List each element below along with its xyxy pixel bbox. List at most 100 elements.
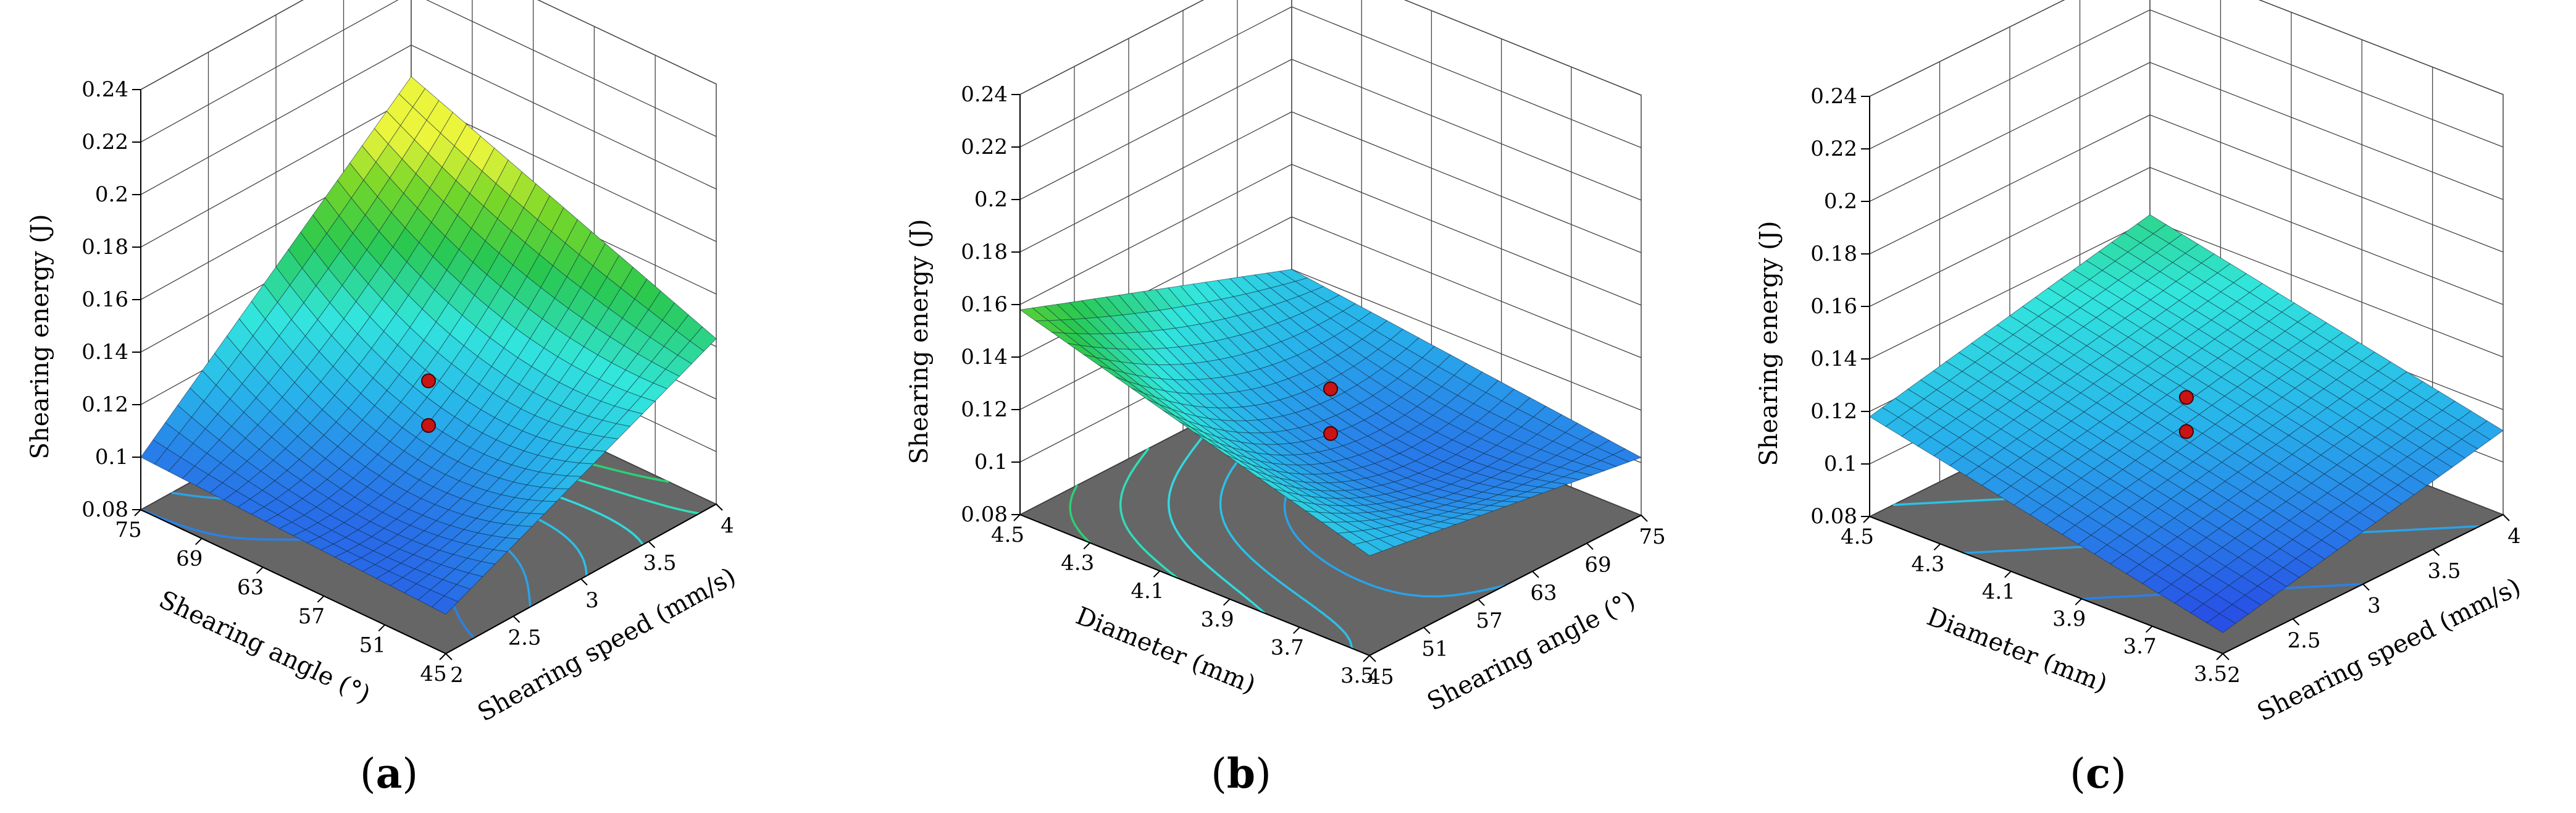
design-point: [1323, 426, 1338, 441]
x-tick: [580, 578, 588, 586]
design-point: [421, 373, 436, 389]
y-axis-line: [1869, 516, 2223, 654]
x-tick: [2362, 583, 2370, 591]
z-axis-label: Shearing energy (J): [1755, 221, 1783, 466]
wall-grid-line: [2149, 114, 2504, 253]
x-tick-label: 75: [1639, 524, 1665, 549]
wall-grid-line: [1019, 111, 1292, 253]
y-tick: [2216, 653, 2223, 660]
surface-cell: [2206, 613, 2236, 633]
z-tick-label: 0.08: [1810, 504, 1857, 529]
x-tick-label: 57: [1476, 609, 1502, 633]
wall-grid-line: [411, 44, 717, 190]
y-axis-line: [140, 509, 446, 654]
z-tick-label: 0.2: [1824, 189, 1857, 214]
y-tick-label: 69: [176, 547, 203, 571]
z-tick-label: 0.08: [82, 497, 128, 522]
x-tick: [2503, 514, 2510, 521]
y-tick-label: 4.3: [1061, 551, 1094, 576]
y-tick: [1083, 542, 1090, 550]
y-tick: [1293, 626, 1300, 634]
x-tick: [2222, 653, 2230, 660]
x-tick: [1641, 515, 1648, 522]
wall-grid-line: [1291, 6, 1642, 148]
y-tick: [1153, 570, 1161, 578]
x-tick-label: 2: [2227, 663, 2241, 688]
design-points: [2179, 390, 2194, 439]
z-tick-label: 0.1: [1824, 452, 1857, 476]
surface-cell: [1353, 541, 1383, 557]
z-tick-label: 0.2: [974, 187, 1008, 212]
x-tick-label: 3: [2367, 594, 2381, 618]
y-tick-label: 51: [359, 633, 386, 657]
y-tick-label: 3.9: [1201, 607, 1234, 632]
surface-cell: [431, 596, 459, 615]
wall-grid-line: [1019, 164, 1292, 305]
wall-grid-line: [1019, 0, 1204, 95]
z-tick-label: 0.16: [82, 287, 128, 312]
z-tick-label: 0.24: [1810, 84, 1857, 109]
wall-grid-line: [140, 0, 304, 90]
z-tick-label: 0.18: [961, 240, 1008, 264]
y-tick-label: 4.3: [1911, 552, 1944, 576]
wall-grid-line: [2149, 167, 2504, 305]
y-tick-label: 57: [298, 604, 325, 629]
x-tick-label: 69: [1584, 552, 1611, 577]
z-tick-label: 0.14: [82, 340, 128, 364]
wall-grid-line: [1291, 164, 1642, 306]
x-tick: [1532, 571, 1539, 578]
z-tick-label: 0.22: [1810, 137, 1857, 161]
z-tick-label: 0.08: [961, 502, 1008, 527]
wall-grid-line: [1291, 216, 1642, 358]
y-tick: [256, 567, 264, 574]
wall-grid-line: [425, 0, 717, 137]
y-tick: [1363, 655, 1370, 662]
design-points: [1323, 381, 1338, 441]
y-tick: [1863, 516, 1870, 523]
z-tick-label: 0.22: [961, 135, 1008, 159]
z-tick-label: 0.14: [961, 345, 1008, 369]
z-tick-label: 0.16: [1810, 294, 1857, 319]
design-point: [2179, 424, 2194, 439]
y-tick: [1223, 599, 1231, 606]
x-tick-label: 3.5: [2427, 558, 2461, 583]
y-tick-label: 3.7: [2123, 634, 2157, 659]
y-tick-label: 4.5: [991, 523, 1024, 547]
x-tick: [2432, 549, 2440, 556]
z-tick-label: 0.24: [961, 82, 1008, 107]
y-tick-label: 63: [237, 575, 264, 600]
wall-grid-line: [140, 0, 399, 143]
y-tick: [317, 596, 325, 603]
wall-grid-line: [1869, 167, 2151, 307]
y-tick: [378, 624, 385, 632]
wall-grid-line: [2149, 9, 2504, 148]
z-tick-label: 0.24: [82, 77, 128, 102]
x-tick-label: 3.5: [643, 551, 676, 576]
z-tick-label: 0.18: [1810, 242, 1857, 266]
wall-grid-line: [1869, 114, 2151, 255]
z-tick-label: 0.1: [974, 450, 1008, 474]
wall-grid-line: [1019, 59, 1292, 200]
wall-grid-line: [1291, 59, 1642, 201]
x-tick: [1478, 599, 1485, 606]
y-axis-line: [1019, 514, 1370, 656]
chart-b: 0.08 0.1 0.12 0.14 0.16 0.18 0.2 0.22 0.24 Sheari…: [905, 0, 1666, 798]
x-axis-line: [1369, 515, 1642, 656]
y-tick-label: 45: [420, 662, 446, 686]
x-tick-label: 2.5: [508, 626, 541, 651]
x-tick: [716, 503, 723, 511]
y-tick-label: 3.5: [2194, 662, 2227, 686]
y-tick: [439, 653, 446, 660]
y-tick-label: 4.1: [1131, 579, 1164, 604]
design-point: [1323, 381, 1338, 397]
x-tick-label: 2: [450, 663, 464, 688]
response-surface: [1019, 269, 1642, 557]
z-axis-label: Shearing energy (J): [905, 219, 934, 464]
panel-label: (a): [360, 749, 418, 798]
z-tick-label: 0.18: [82, 235, 128, 259]
response-surface: [1869, 214, 2504, 633]
y-tick: [2075, 598, 2082, 605]
design-points: [421, 373, 436, 433]
y-tick: [1013, 514, 1021, 521]
